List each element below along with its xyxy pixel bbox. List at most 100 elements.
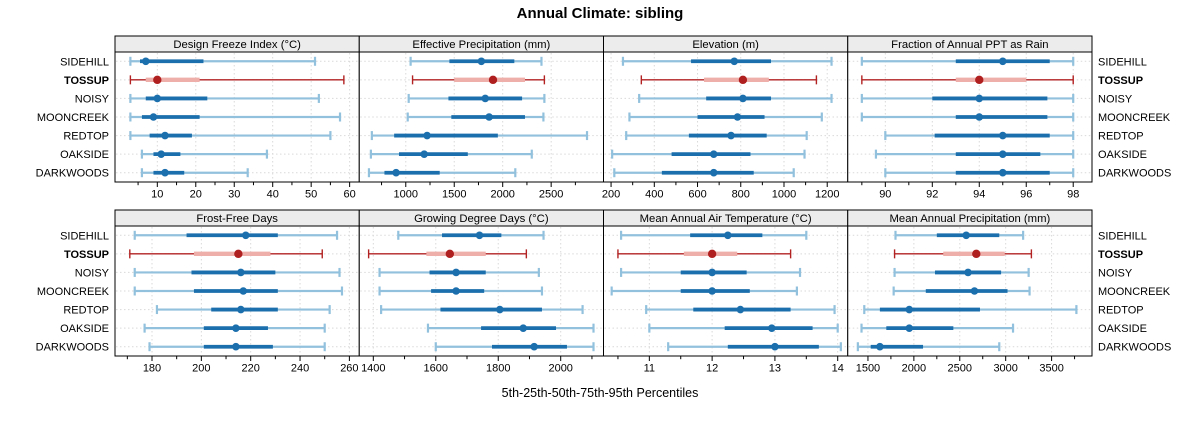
axis-tick-label: 600	[688, 189, 706, 201]
median-dot	[975, 113, 984, 121]
median-dot	[452, 287, 460, 295]
axis-tick-label: 40	[267, 189, 279, 201]
panel-title: Frost-Free Days	[196, 213, 278, 225]
median-dot	[709, 150, 718, 158]
figure-caption: 5th-25th-50th-75th-95th Percentiles	[501, 386, 699, 400]
median-dot	[423, 131, 431, 140]
median-dot	[477, 57, 486, 66]
median-dot	[232, 324, 240, 332]
median-dot	[998, 57, 1007, 66]
median-dot	[736, 305, 745, 314]
axis-tick-label: 1500	[856, 363, 880, 375]
median-dot	[972, 249, 981, 259]
row-label-right: TOSSUP	[1098, 249, 1143, 261]
panel-title: Mean Annual Air Temperature (°C)	[640, 213, 812, 225]
axis-tick-label: 1600	[424, 363, 448, 375]
row-label-left: MOONCREEK	[37, 112, 110, 124]
median-dot	[975, 75, 984, 85]
axis-tick-label: 60	[344, 189, 356, 201]
axis-tick-label: 200	[602, 189, 620, 201]
row-label-right: NOISY	[1098, 267, 1133, 279]
median-dot	[998, 168, 1007, 177]
median-dot	[739, 94, 747, 103]
axis-tick-label: 10	[151, 189, 163, 201]
axis-tick-label: 96	[1020, 189, 1032, 201]
median-dot	[141, 57, 150, 66]
median-dot	[998, 150, 1007, 158]
axis-tick-label: 240	[291, 363, 309, 375]
row-label-right: TOSSUP	[1098, 75, 1143, 87]
median-dot	[964, 268, 972, 277]
median-dot	[452, 268, 460, 277]
axis-tick-label: 1000	[772, 189, 796, 201]
median-dot	[234, 249, 243, 259]
median-dot	[727, 131, 735, 140]
median-dot	[975, 94, 984, 103]
row-label-left: OAKSIDE	[60, 149, 109, 161]
median-dot	[488, 75, 498, 85]
median-dot	[708, 287, 716, 295]
row-label-right: REDTOP	[1098, 305, 1144, 317]
row-label-right: DARKWOODS	[1098, 168, 1171, 180]
median-dot	[876, 342, 884, 351]
row-label-left: DARKWOODS	[36, 342, 109, 354]
panel-border	[847, 225, 1093, 357]
panel-title: Growing Degree Days (°C)	[414, 213, 549, 225]
median-dot	[149, 113, 158, 121]
median-dot	[905, 305, 914, 314]
panel-border	[847, 51, 1093, 183]
median-dot	[232, 342, 240, 351]
axis-tick-label: 50	[305, 189, 317, 201]
row-label-left: TOSSUP	[64, 75, 109, 87]
axis-tick-label: 94	[973, 189, 985, 201]
panel-title: Mean Annual Precipitation (mm)	[890, 213, 1051, 225]
axis-tick-label: 400	[645, 189, 663, 201]
axis-tick-label: 1400	[361, 363, 385, 375]
median-dot	[970, 287, 979, 295]
axis-tick-label: 2000	[902, 363, 926, 375]
axis-tick-label: 220	[242, 363, 260, 375]
axis-tick-label: 2500	[539, 189, 563, 201]
median-dot	[153, 75, 162, 85]
axis-tick-label: 2500	[948, 363, 972, 375]
median-dot	[445, 249, 455, 259]
median-dot	[153, 94, 162, 103]
row-label-left: REDTOP	[63, 131, 109, 143]
median-dot	[733, 113, 742, 121]
row-label-left: SIDEHILL	[60, 56, 109, 68]
axis-tick-label: 1200	[815, 189, 839, 201]
median-dot	[161, 168, 169, 177]
axis-tick-label: 800	[732, 189, 750, 201]
row-label-left: REDTOP	[63, 305, 109, 317]
figure-title: Annual Climate: sibling	[516, 5, 684, 22]
row-label-right: SIDEHILL	[1098, 230, 1147, 242]
panel-title: Design Freeze Index (°C)	[173, 39, 301, 51]
median-dot	[392, 168, 400, 177]
row-label-right: SIDEHILL	[1098, 56, 1147, 68]
median-dot	[420, 150, 428, 158]
axis-tick-label: 1000	[394, 189, 418, 201]
row-label-right: REDTOP	[1098, 131, 1144, 143]
row-label-right: MOONCREEK	[1098, 286, 1171, 298]
row-label-right: MOONCREEK	[1098, 112, 1171, 124]
median-dot	[724, 231, 732, 240]
panel-title: Elevation (m)	[692, 39, 759, 51]
median-dot	[962, 231, 971, 240]
median-dot	[496, 305, 504, 314]
panel-title: Effective Precipitation (mm)	[412, 39, 550, 51]
axis-tick-label: 92	[926, 189, 938, 201]
axis-tick-label: 200	[192, 363, 210, 375]
median-dot	[161, 131, 169, 140]
axis-tick-label: 2000	[490, 189, 514, 201]
median-dot	[530, 342, 538, 351]
axis-tick-label: 30	[228, 189, 240, 201]
row-label-right: OAKSIDE	[1098, 149, 1147, 161]
row-label-left: TOSSUP	[64, 249, 109, 261]
median-dot	[998, 131, 1007, 140]
median-dot	[485, 113, 493, 121]
median-dot	[905, 324, 914, 332]
median-dot	[237, 305, 245, 314]
median-dot	[239, 287, 248, 295]
row-label-right: OAKSIDE	[1098, 323, 1147, 335]
